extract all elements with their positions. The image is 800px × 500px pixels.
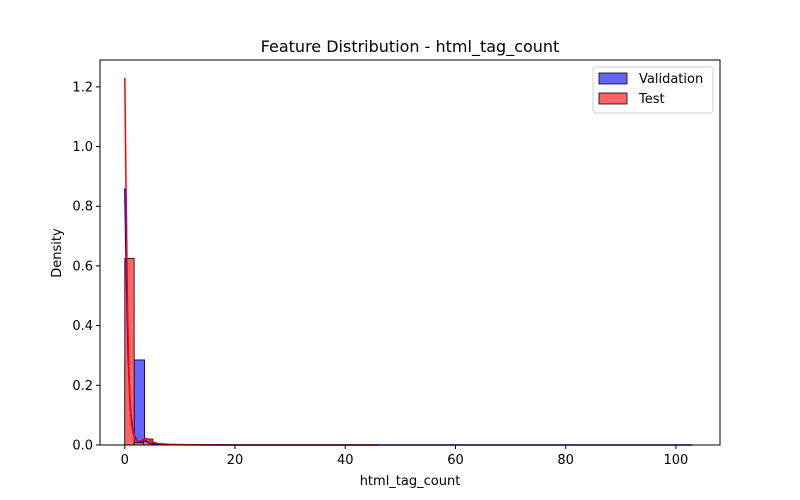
axes-frame [99, 59, 721, 446]
legend: Validation Test [592, 66, 714, 114]
legend-label-validation: Validation [639, 72, 703, 87]
x-tick-label: 40 [337, 453, 354, 468]
y-tick-label: 0.8 [72, 200, 93, 215]
y-axis: 0.0 0.2 0.4 0.6 0.8 1.0 1.2 [72, 80, 100, 454]
legend-label-test: Test [638, 92, 665, 107]
x-tick-label: 80 [557, 453, 574, 468]
y-tick-label: 0.6 [72, 259, 93, 274]
y-tick-label: 0.4 [72, 319, 93, 334]
y-tick-label: 0.2 [72, 379, 93, 394]
x-axis: 0 20 40 60 80 100 [121, 445, 688, 468]
y-tick-label: 1.0 [72, 140, 93, 155]
x-tick-label: 100 [663, 453, 688, 468]
y-axis-label: Density [50, 228, 65, 278]
y-tick-label: 0.0 [72, 439, 93, 454]
legend-swatch-validation [598, 72, 628, 85]
legend-swatch-test [598, 92, 628, 105]
y-tick-label: 1.2 [72, 80, 93, 95]
plot-area [124, 77, 693, 446]
x-tick-label: 60 [447, 453, 464, 468]
x-tick-label: 20 [227, 453, 244, 468]
x-tick-label: 0 [121, 453, 129, 468]
chart-title: Feature Distribution - html_tag_count [261, 37, 560, 57]
validation-kde-line [124, 188, 693, 446]
test-kde-line [124, 77, 379, 446]
x-axis-label: html_tag_count [360, 474, 461, 489]
